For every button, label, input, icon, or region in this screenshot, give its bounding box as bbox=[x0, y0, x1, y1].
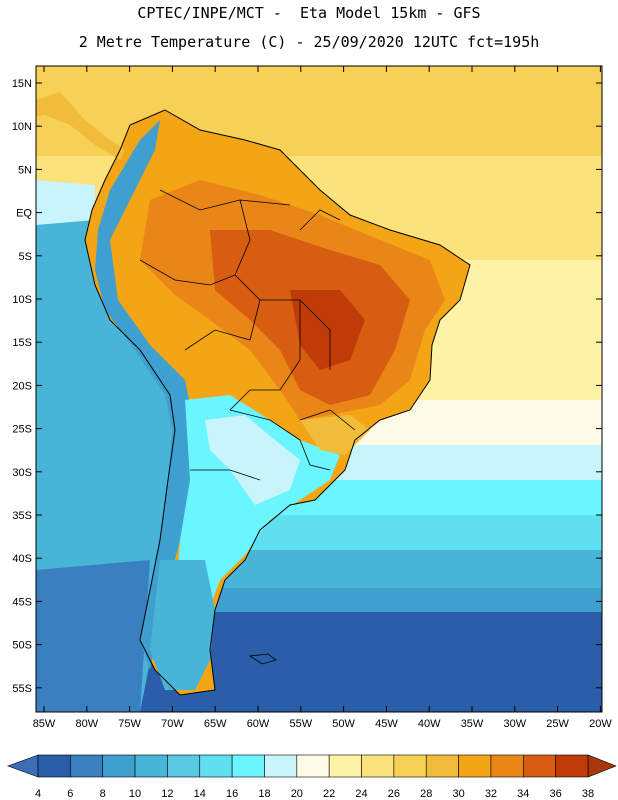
colorbar-label-16: 16 bbox=[226, 788, 238, 800]
lat-label-5N: 5N bbox=[18, 164, 32, 176]
lat-label-40S: 40S bbox=[12, 553, 32, 565]
latitude-axis: 15N 10N 5N EQ 5S 10S 15S 20S 25S 30S 35S 40S 45S 50S 5… bbox=[12, 78, 602, 695]
lat-label-55S: 55S bbox=[12, 683, 32, 695]
lon-label-65W: 65W bbox=[204, 718, 227, 730]
longitude-axis: 85W 80W 75W 70W 65W 60W 55W 50W 45W 40W 35W 30W 25W 2… bbox=[33, 66, 612, 730]
pacific-warm-equator bbox=[36, 180, 95, 225]
colorbar-swatch bbox=[37, 754, 71, 778]
colorbar-label-26: 26 bbox=[388, 788, 400, 800]
colorbar-swatch bbox=[134, 754, 168, 778]
lon-label-75W: 75W bbox=[118, 718, 141, 730]
lat-label-45S: 45S bbox=[12, 596, 32, 608]
colorbar-swatch bbox=[393, 754, 427, 778]
lat-label-EQ: EQ bbox=[16, 208, 32, 220]
colorbar-label-20: 20 bbox=[291, 788, 303, 800]
southern-cone-cool bbox=[175, 395, 340, 650]
colorbar-label-8: 8 bbox=[100, 788, 106, 800]
falkland-islands bbox=[248, 653, 277, 665]
lon-label-30W: 30W bbox=[503, 718, 526, 730]
colorbar-swatch bbox=[264, 754, 298, 778]
colorbar-swatch bbox=[199, 754, 233, 778]
colorbar-swatch bbox=[102, 754, 136, 778]
patagonia-cold bbox=[150, 560, 215, 690]
colorbar-label-18: 18 bbox=[258, 788, 270, 800]
lat-label-15N: 15N bbox=[12, 78, 32, 90]
colorbar-label-34: 34 bbox=[517, 788, 529, 800]
andes-cool-strip bbox=[95, 120, 195, 670]
lat-label-30S: 30S bbox=[12, 467, 32, 479]
lon-label-35W: 35W bbox=[461, 718, 484, 730]
chart-title-line2: 2 Metre Temperature (C) - 25/09/2020 12U… bbox=[78, 33, 540, 51]
colorbar-swatch bbox=[425, 754, 459, 778]
lon-label-60W: 60W bbox=[247, 718, 270, 730]
lat-label-15S: 15S bbox=[12, 337, 32, 349]
southern-brazil-warm bbox=[300, 415, 370, 455]
lon-label-55W: 55W bbox=[289, 718, 312, 730]
lat-label-50S: 50S bbox=[12, 640, 32, 652]
lon-label-85W: 85W bbox=[33, 718, 56, 730]
lon-label-50W: 50W bbox=[332, 718, 355, 730]
colorbar-label-24: 24 bbox=[355, 788, 367, 800]
country-borders bbox=[139, 189, 356, 481]
colorbar-swatch bbox=[231, 754, 265, 778]
lat-label-35S: 35S bbox=[12, 510, 32, 522]
lat-label-10N: 10N bbox=[12, 121, 32, 133]
colorbar-swatch bbox=[296, 754, 330, 778]
lat-label-25S: 25S bbox=[12, 424, 32, 436]
map-frame bbox=[35, 65, 603, 713]
lat-label-10S: 10S bbox=[12, 294, 32, 306]
lat-label-20S: 20S bbox=[12, 380, 32, 392]
colorbar-label-28: 28 bbox=[420, 788, 432, 800]
colorbar: 4 6 8 10 12 14 16 18 20 22 24 26 28 30 32 34 36 38 bbox=[7, 754, 617, 800]
colorbar-label-12: 12 bbox=[161, 788, 173, 800]
colorbar-label-32: 32 bbox=[485, 788, 497, 800]
region-hottest-core bbox=[290, 290, 365, 370]
colorbar-label-10: 10 bbox=[129, 788, 141, 800]
colorbar-label-14: 14 bbox=[194, 788, 206, 800]
coastline bbox=[84, 109, 471, 696]
colorbar-swatch bbox=[458, 754, 492, 778]
lon-label-70W: 70W bbox=[161, 718, 184, 730]
lon-label-20W: 20W bbox=[589, 718, 612, 730]
colorbar-arrow-low bbox=[7, 754, 39, 778]
colorbar-label-36: 36 bbox=[550, 788, 562, 800]
lat-label-5S: 5S bbox=[19, 251, 32, 263]
lon-label-40W: 40W bbox=[418, 718, 441, 730]
colorbar-label-6: 6 bbox=[67, 788, 73, 800]
lon-label-45W: 45W bbox=[375, 718, 398, 730]
colorbar-label-22: 22 bbox=[323, 788, 335, 800]
colorbar-label-38: 38 bbox=[582, 788, 594, 800]
central-america bbox=[36, 92, 125, 160]
lon-label-25W: 25W bbox=[546, 718, 569, 730]
colorbar-swatch bbox=[555, 754, 589, 778]
colorbar-swatch bbox=[328, 754, 362, 778]
pampas-mild bbox=[205, 415, 300, 505]
colorbar-arrow-high bbox=[587, 754, 617, 778]
colorbar-swatch bbox=[167, 754, 201, 778]
colorbar-label-4: 4 bbox=[35, 788, 41, 800]
ocean-north-band-2 bbox=[36, 66, 602, 156]
colorbar-swatch bbox=[361, 754, 395, 778]
chart-title-line1: CPTEC/INPE/MCT - Eta Model 15km - GFS bbox=[137, 4, 481, 22]
colorbar-swatch bbox=[522, 754, 556, 778]
pacific-cold-south bbox=[36, 560, 150, 712]
colorbar-swatch bbox=[70, 754, 104, 778]
colorbar-label-30: 30 bbox=[452, 788, 464, 800]
colorbar-swatch bbox=[490, 754, 524, 778]
temperature-field bbox=[36, 66, 602, 712]
lon-label-80W: 80W bbox=[75, 718, 98, 730]
